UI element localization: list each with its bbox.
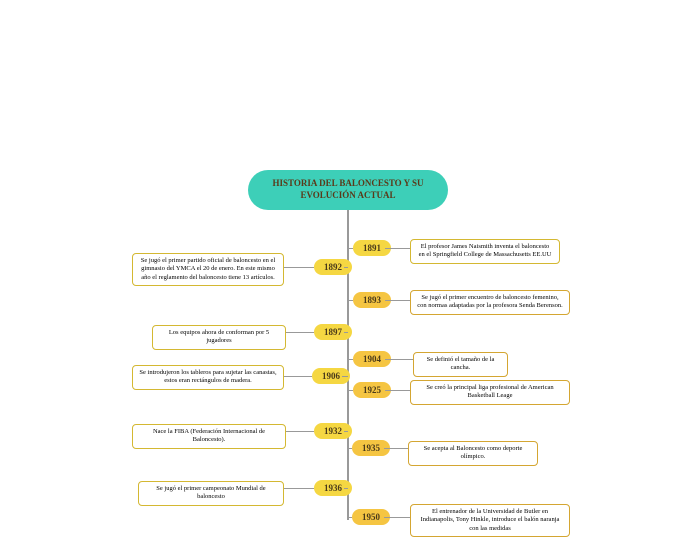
connector-desc-1906	[284, 376, 312, 377]
connector-center-1935	[348, 448, 352, 449]
desc-box-1892: Se jugó el primer partido oficial de bal…	[132, 253, 284, 286]
desc-box-1950: El entrenador de la Universidad de Butle…	[410, 504, 570, 537]
connector-center-1906	[342, 376, 348, 377]
connector-center-1891	[348, 248, 353, 249]
desc-box-1897: Los equipos ahora de conforman por 5 jug…	[152, 325, 286, 350]
desc-box-1906: Se introdujeron los tableros para sujeta…	[132, 365, 284, 390]
title-box: HISTORIA DEL BALONCESTO Y SU EVOLUCIÓN A…	[248, 170, 448, 210]
connector-center-1936	[344, 488, 348, 489]
connector-center-1950	[348, 517, 352, 518]
connector-desc-1904	[385, 359, 413, 360]
desc-box-1893: Se jugó el primer encuentro de baloncest…	[410, 290, 570, 315]
connector-center-1897	[344, 332, 348, 333]
desc-box-1932: Nace la FIBA (Federación Internacional d…	[132, 424, 286, 449]
connector-desc-1932	[286, 431, 314, 432]
connector-center-1892	[344, 267, 348, 268]
desc-box-1936: Se jugó el primer campeonato Mundial de …	[138, 481, 284, 506]
connector-desc-1925	[385, 390, 410, 391]
connector-desc-1935	[384, 448, 408, 449]
connector-center-1904	[348, 359, 353, 360]
connector-center-1932	[344, 431, 348, 432]
desc-box-1904: Se definió el tamaño de la cancha.	[413, 352, 508, 377]
connector-desc-1936	[284, 488, 314, 489]
desc-box-1891: El profesor James Naismith inventa el ba…	[410, 239, 560, 264]
timeline-center-line	[347, 210, 349, 520]
connector-center-1893	[348, 300, 353, 301]
desc-box-1935: Se acepta al Baloncesto como deporte olí…	[408, 441, 538, 466]
connector-desc-1893	[385, 300, 410, 301]
connector-desc-1897	[286, 332, 314, 333]
connector-desc-1891	[385, 248, 410, 249]
desc-box-1925: Se creó la principal liga profesional de…	[410, 380, 570, 405]
connector-desc-1950	[384, 517, 410, 518]
connector-center-1925	[348, 390, 353, 391]
title-text: HISTORIA DEL BALONCESTO Y SU EVOLUCIÓN A…	[256, 178, 440, 201]
connector-desc-1892	[284, 267, 314, 268]
